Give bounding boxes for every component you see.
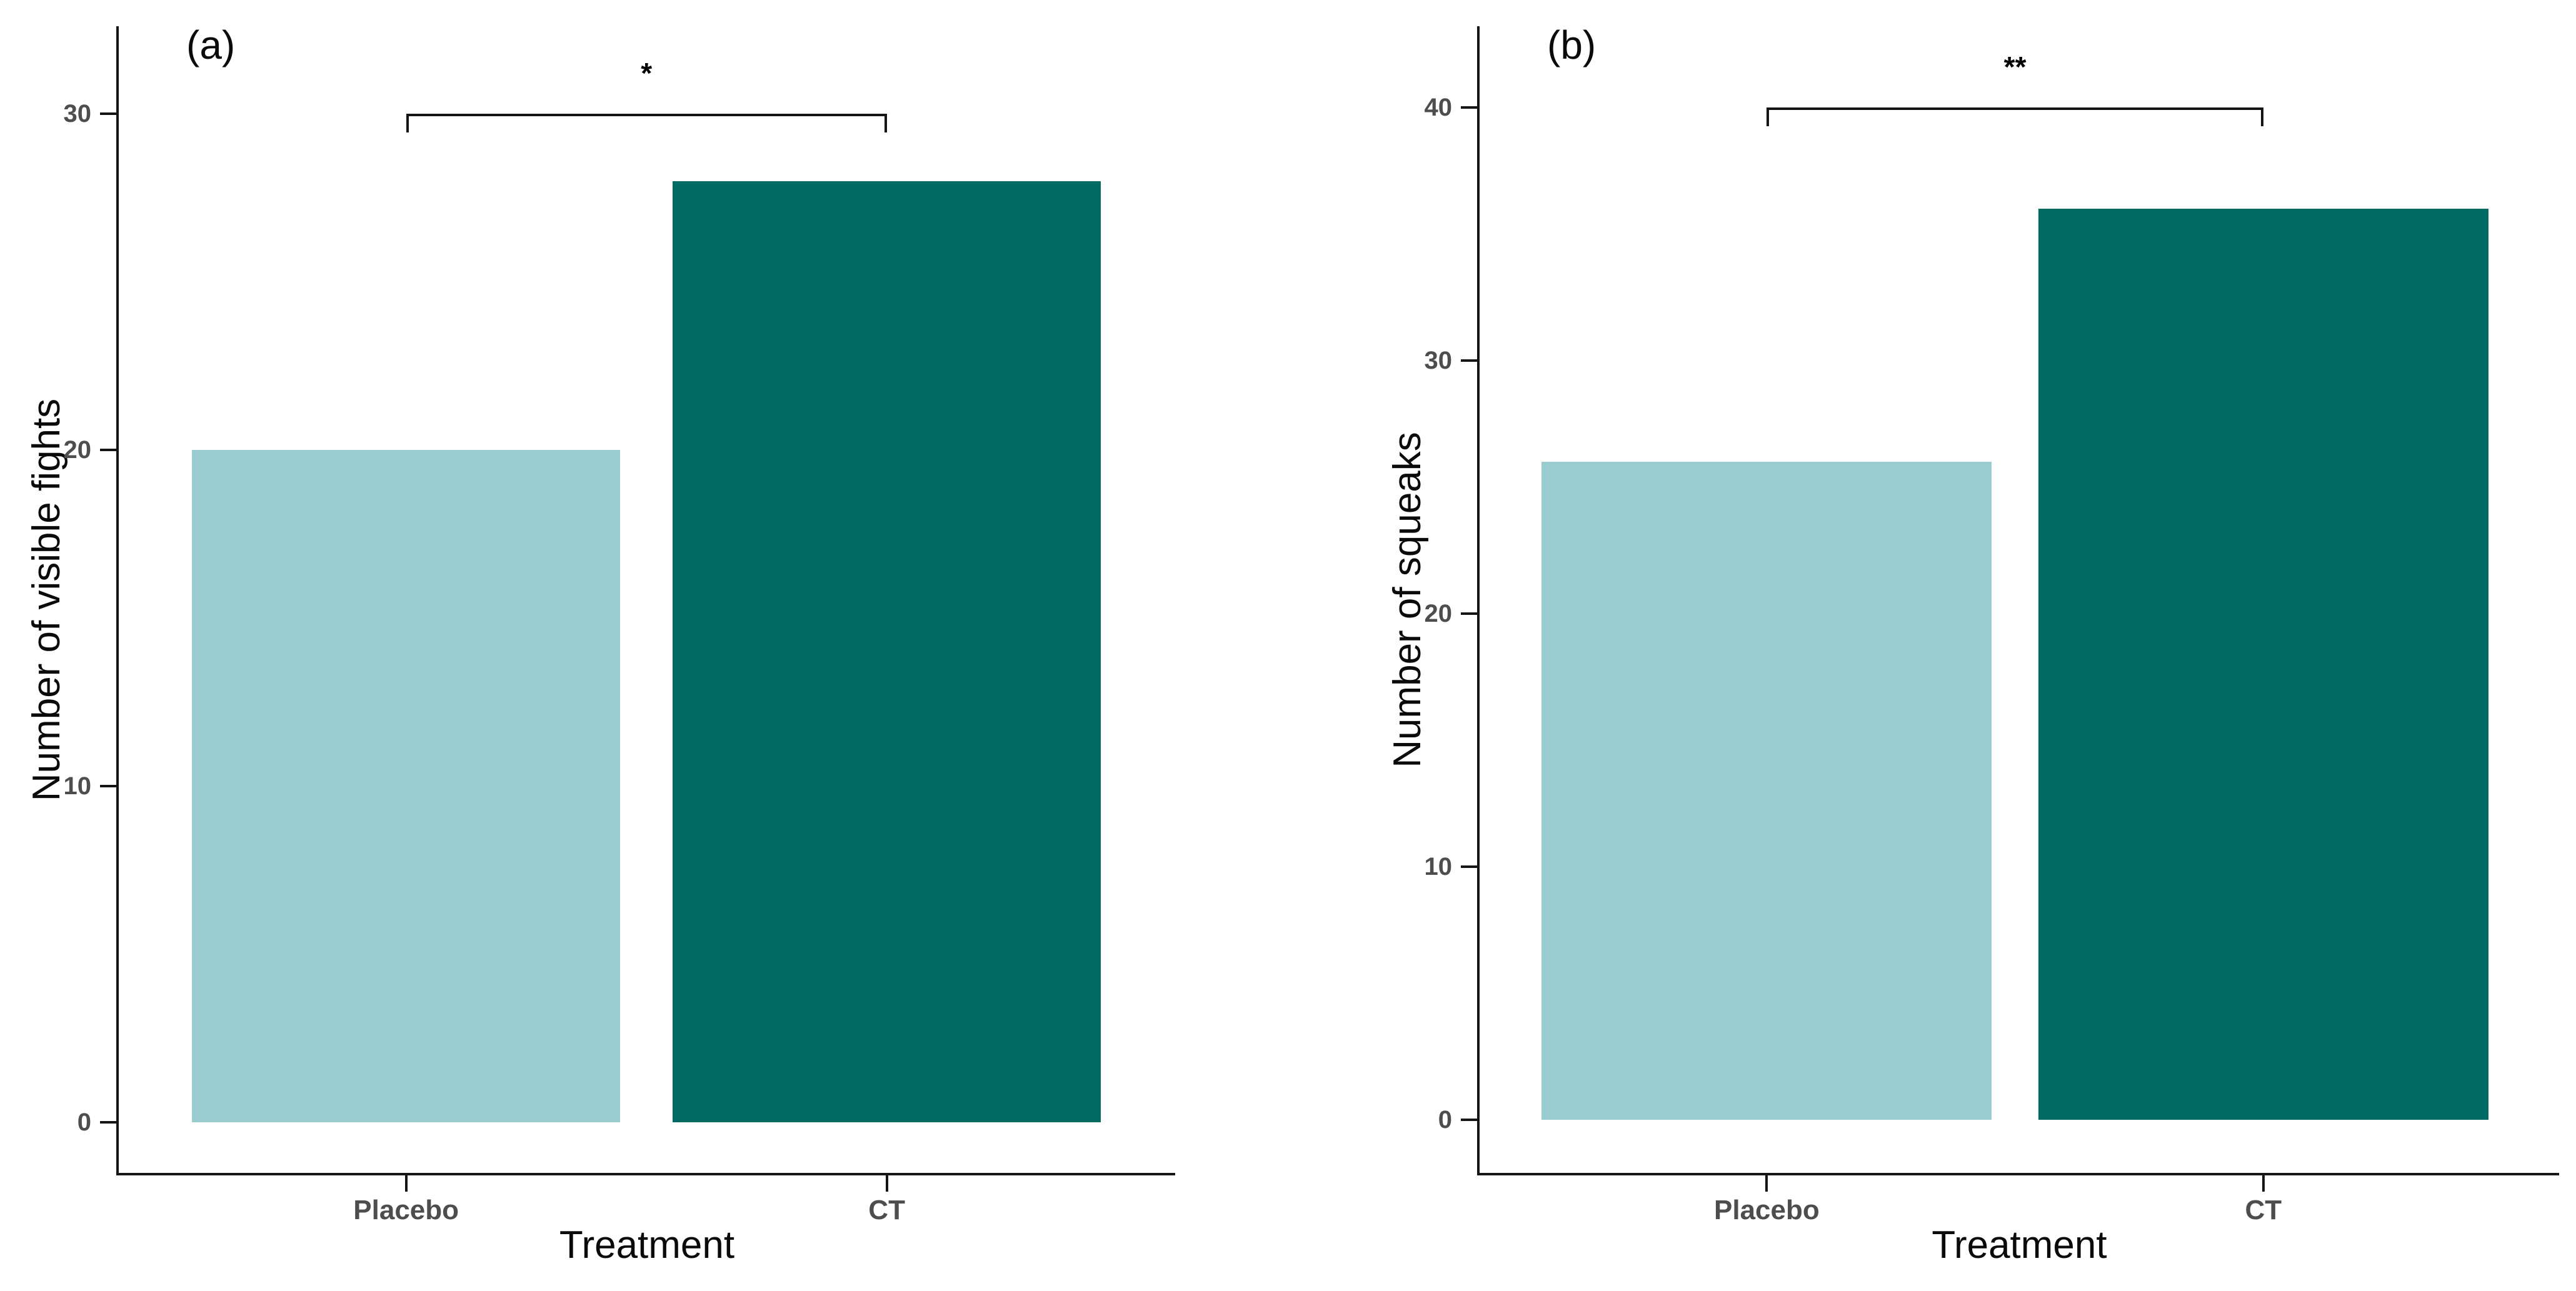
panel-a-tag: (a) [186,22,236,67]
significance-bracket-end-left [1767,107,1770,126]
y-tick-mark [1461,1118,1477,1121]
bar-ct [2038,208,2488,1120]
significance-bracket-line [406,113,887,116]
y-tick-label: 0 [77,1109,91,1137]
y-tick-mark [1461,106,1477,109]
significance-bracket-end-right [884,113,887,132]
y-tick-mark [100,1121,116,1124]
y-tick-mark [1461,612,1477,615]
y-tick-mark [100,112,116,115]
panel-a-x-axis-title: Treatment [559,1224,735,1267]
y-tick-label: 0 [1438,1105,1452,1134]
significance-bracket-end-left [406,113,409,132]
y-tick-label: 10 [1424,852,1453,880]
panel-a-significance-stars: * [641,56,653,89]
y-tick-label: 10 [63,772,92,800]
bar-ct [673,181,1101,1123]
y-tick-label: 30 [63,99,92,127]
panel-b-x-axis-title: Treatment [1932,1224,2107,1267]
category-label: CT [2245,1195,2282,1225]
y-tick-mark [1461,359,1477,362]
y-axis-line [1477,26,1480,1175]
y-tick-mark [100,785,116,788]
panel-b-tag: (b) [1547,22,1596,67]
bar-placebo [1541,461,1992,1120]
x-axis-line [1477,1173,2559,1175]
x-tick-mark [885,1175,888,1192]
significance-bracket-line [1767,107,2263,110]
y-tick-label: 20 [63,436,92,464]
panel-b-significance-stars: ** [2003,50,2027,83]
y-tick-mark [1461,865,1477,868]
x-tick-mark [404,1175,408,1192]
y-tick-label: 20 [1424,599,1453,627]
x-axis-line [116,1173,1175,1175]
y-tick-label: 40 [1424,93,1453,121]
x-tick-mark [1765,1175,1768,1192]
significance-bracket-end-right [2260,107,2263,126]
y-axis-line [116,26,119,1175]
y-tick-label: 30 [1424,346,1453,374]
x-tick-mark [2262,1175,2265,1192]
category-label: CT [868,1195,905,1225]
panel-b-y-axis-title: Number of squeaks [1386,431,1429,768]
category-label: Placebo [1714,1195,1820,1225]
category-label: Placebo [353,1195,459,1225]
bar-placebo [192,450,620,1123]
y-tick-mark [100,449,116,452]
